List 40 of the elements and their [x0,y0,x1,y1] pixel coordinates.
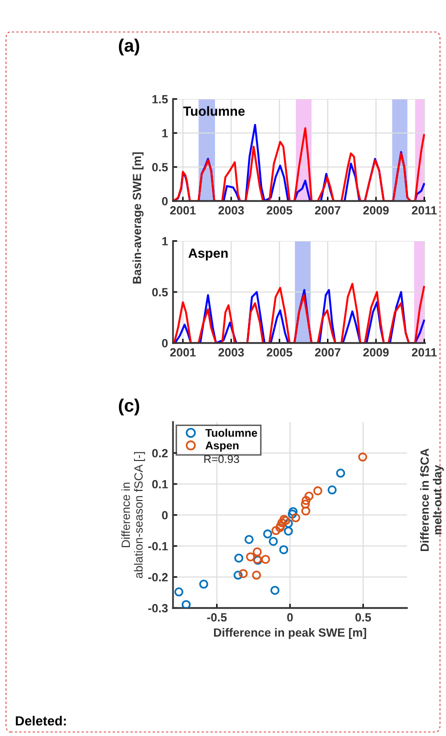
x-axis-title: Difference in peak SWE [m] [214,628,366,640]
annotation: Tuolumne [183,106,245,116]
y-tick-label: -0.2 [148,573,168,582]
legend-label: Tuolumne [205,428,258,437]
x-tick-label: -0.5 [207,613,227,622]
x-tick-label: 2011 [412,348,437,357]
text: Deleted: [16,716,66,726]
annotation: Aspen [188,248,228,260]
text: Difference in fSCA melt-out day [420,448,444,552]
x-tick-label: 0 [287,613,293,622]
y-tick-label: 1.5 [152,95,168,104]
x-tick-label: 2005 [266,206,292,215]
x-tick-label: 2001 [170,206,196,215]
y-tick-label: -0.1 [148,542,168,550]
text: (a) [118,38,140,56]
x-tick-label: 2009 [363,348,389,357]
y-tick-label: 0 [162,339,168,348]
y-tick-label: 1 [162,129,168,138]
x-tick-label: 0.5 [355,613,371,622]
y-tick-label: 0 [162,511,168,520]
y-tick-label: 1 [162,237,168,246]
x-tick-label: 2003 [218,348,244,357]
x-tick-label: 2007 [315,206,340,215]
x-tick-label: 2001 [170,348,196,357]
text: (c) [118,398,140,416]
x-tick-label: 2009 [363,206,389,215]
x-tick-label: 2005 [266,348,292,357]
x-tick-label: 2007 [315,348,340,357]
y-tick-label: 0 [162,197,168,206]
x-tick-label: 2011 [412,206,437,215]
x-tick-label: 2003 [218,206,244,215]
y-axis-title: Difference in ablation-season fSCA [-] [121,452,146,578]
y-tick-label: 0.1 [152,480,168,488]
y-axis-title: Basin-average SWE [m] [132,152,144,284]
legend-label: Aspen [206,442,238,452]
y-tick-label: 0.5 [152,288,168,296]
y-tick-label: 0.2 [152,449,168,458]
y-tick-label: 0.5 [152,163,168,172]
y-tick-label: -0.3 [148,604,168,612]
annotation: R=0.93 [204,455,240,464]
